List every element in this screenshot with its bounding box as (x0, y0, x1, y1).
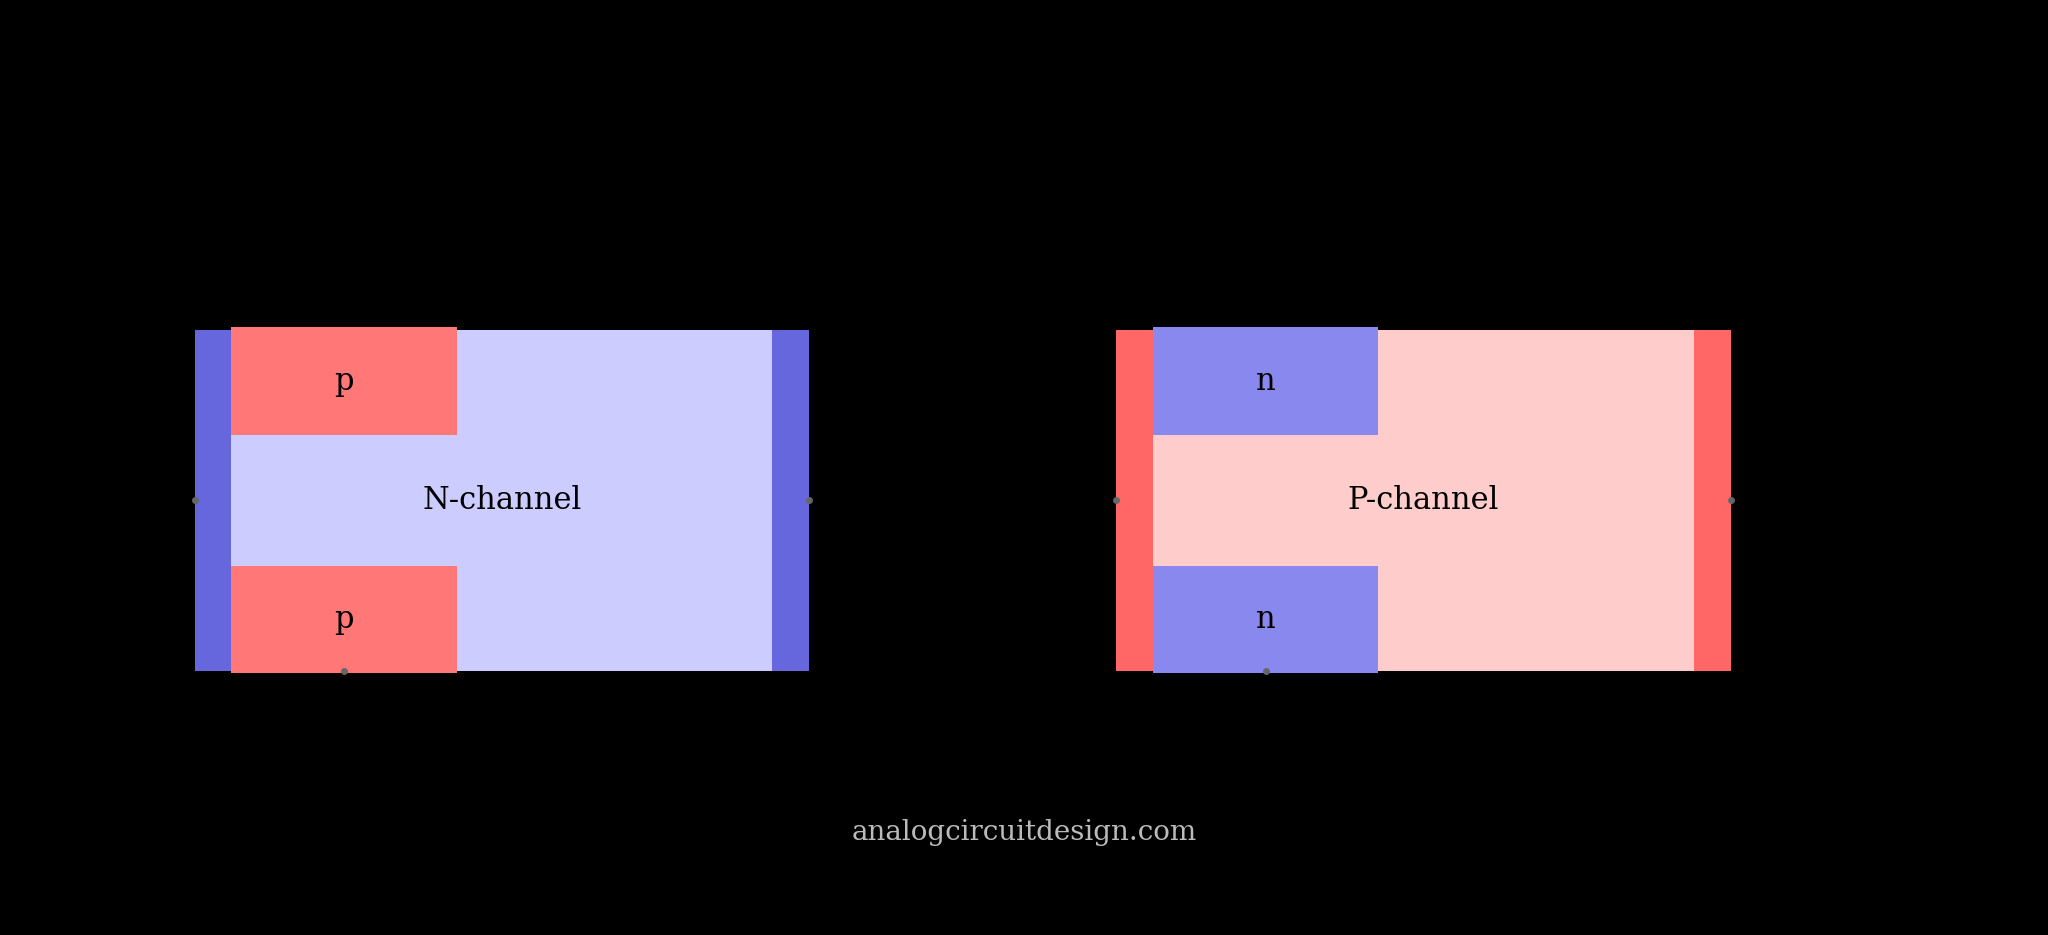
Bar (1116, 330, 1731, 671)
Text: n: n (1255, 604, 1276, 635)
Text: P-channel: P-channel (1348, 484, 1499, 516)
Text: p: p (334, 604, 354, 635)
Bar (195, 330, 231, 671)
Bar (195, 330, 809, 671)
Bar (1153, 327, 1378, 435)
Bar (231, 566, 457, 673)
Text: n: n (1255, 366, 1276, 396)
Bar (231, 327, 457, 435)
Text: analogcircuitdesign.com: analogcircuitdesign.com (852, 819, 1196, 845)
Text: N-channel: N-channel (422, 484, 582, 516)
Bar (1153, 566, 1378, 673)
Bar (1694, 330, 1731, 671)
Bar (1116, 330, 1153, 671)
Text: p: p (334, 366, 354, 396)
Bar (772, 330, 809, 671)
